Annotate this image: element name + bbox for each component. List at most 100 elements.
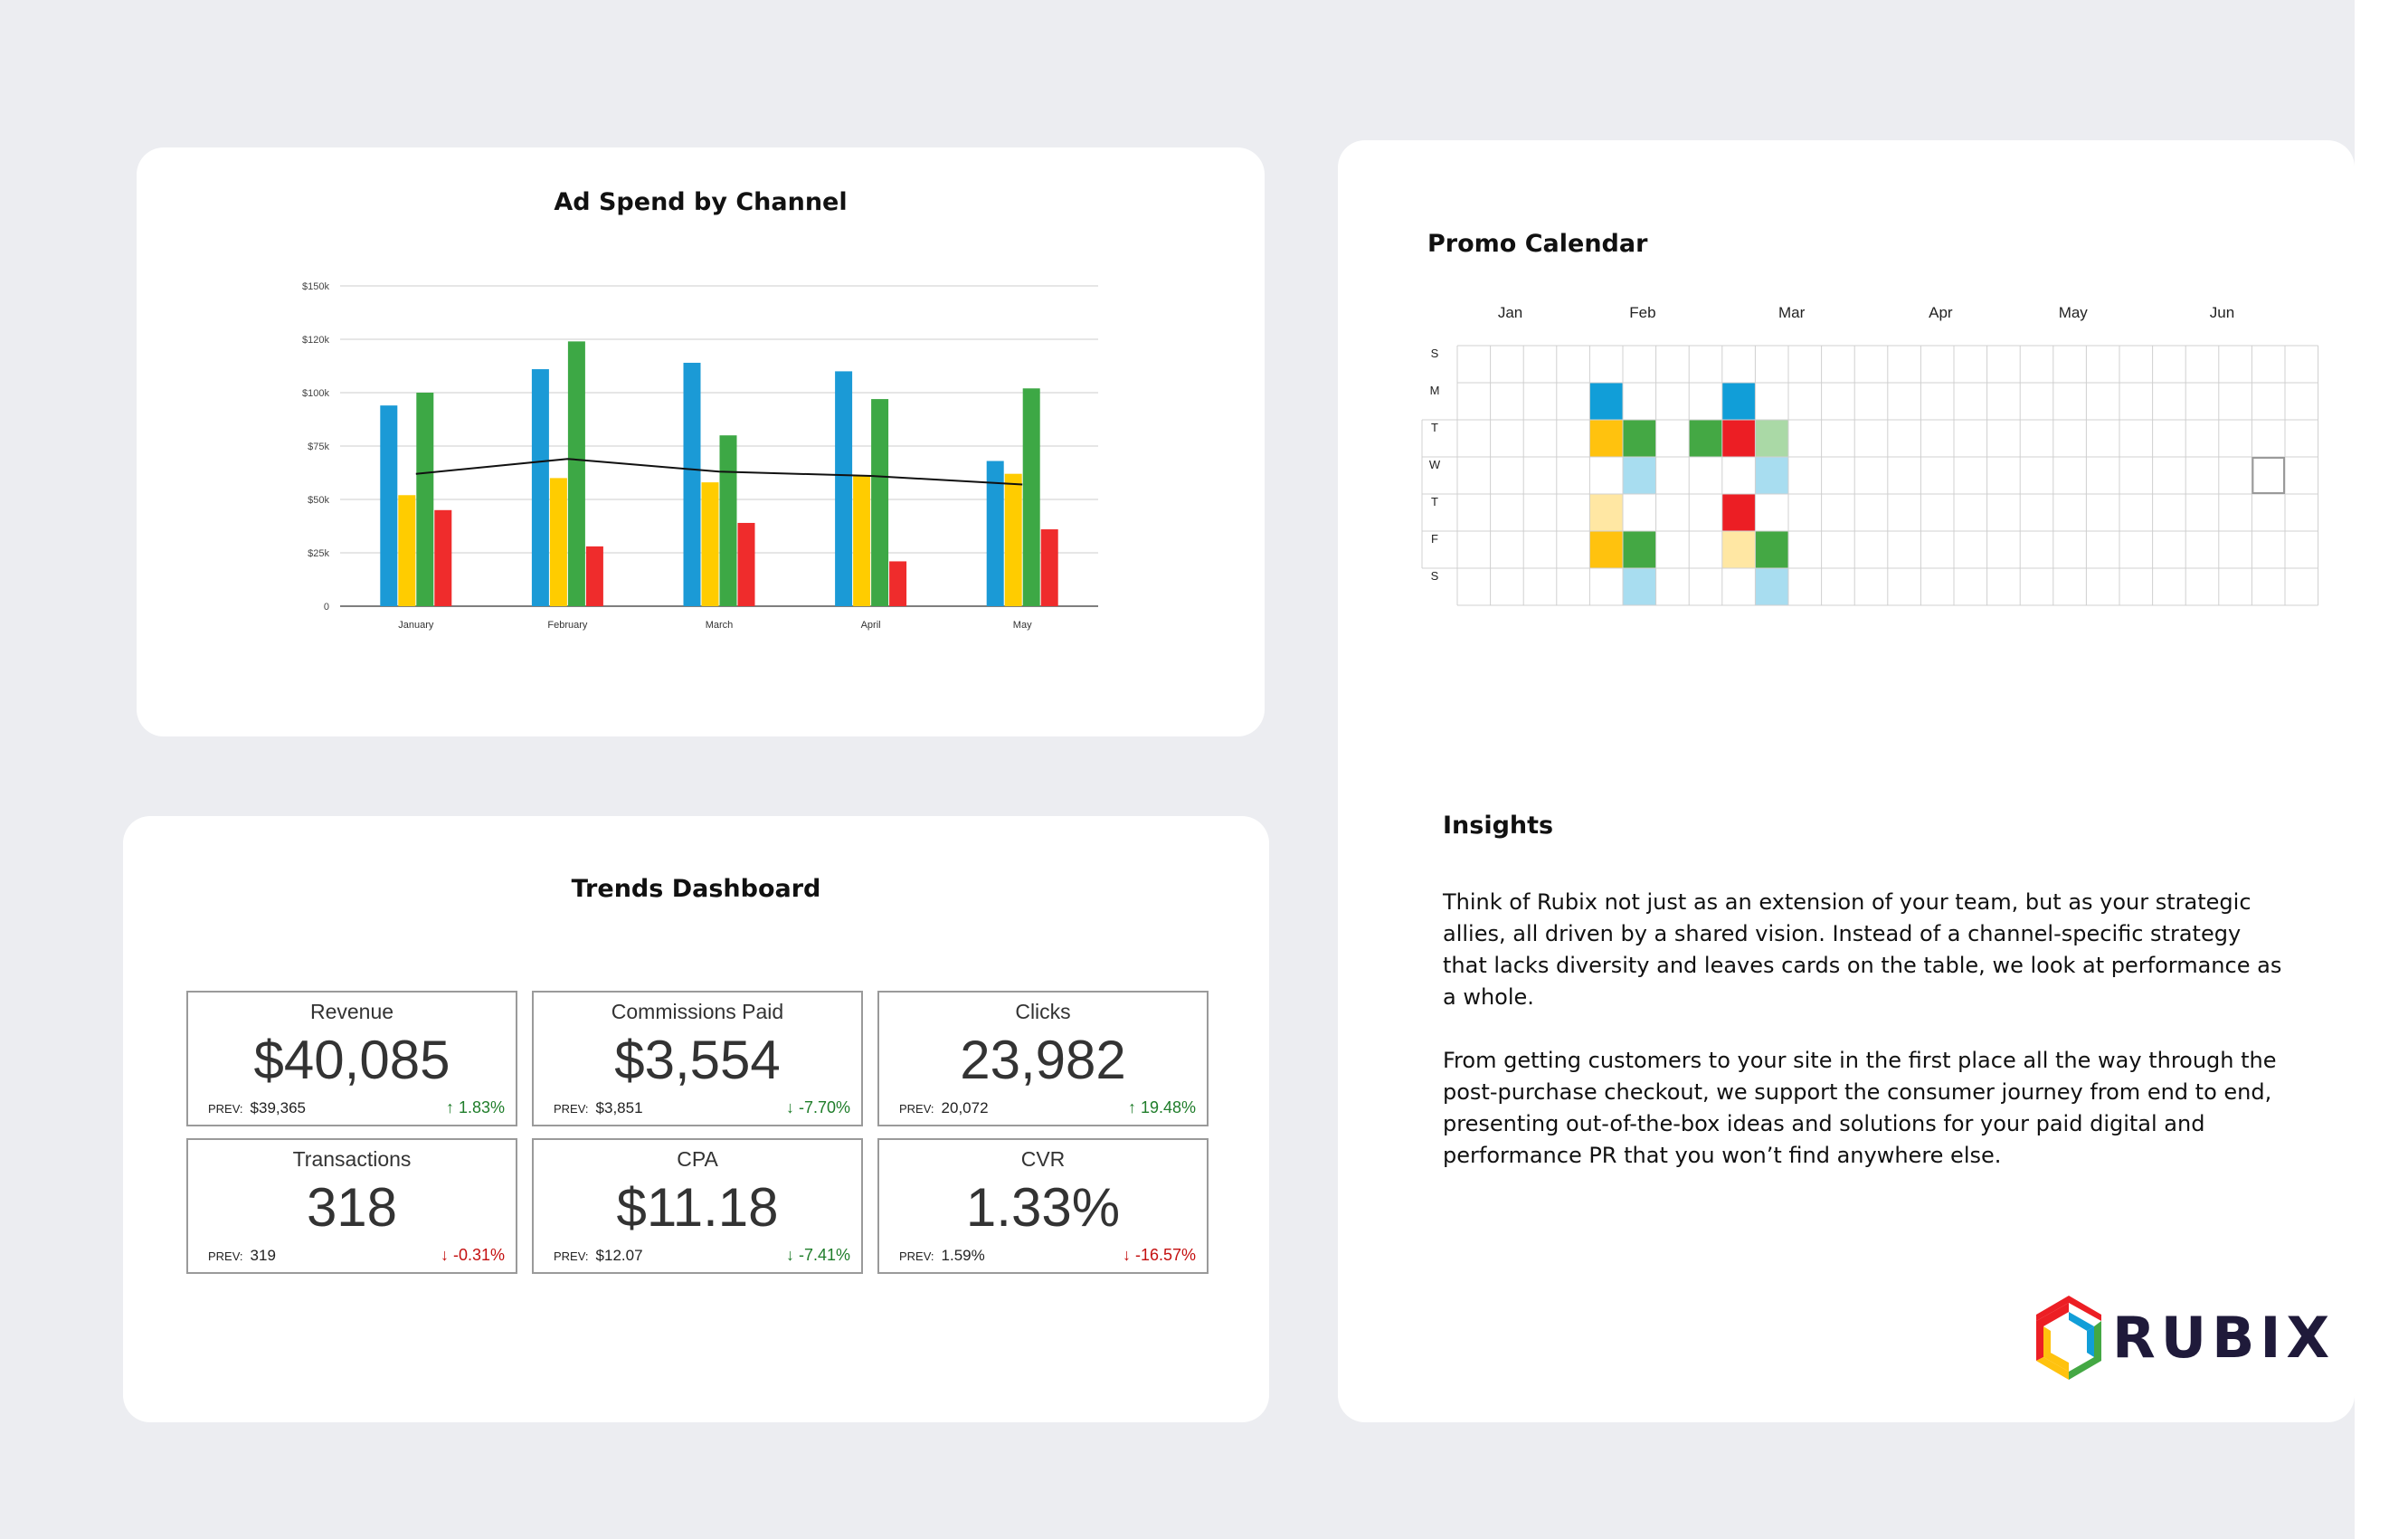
kpi-prev-value: 1.59% xyxy=(941,1247,985,1264)
kpi-tile-cpa: CPA $11.18 PREV: $12.07 ↓ -7.41% xyxy=(532,1138,863,1274)
chart-bar xyxy=(1022,388,1040,606)
kpi-change: ↓ -0.31% xyxy=(440,1246,505,1264)
month-label: Mar xyxy=(1778,304,1806,321)
promo-cell xyxy=(1755,457,1788,494)
weekday-label: F xyxy=(1431,532,1438,546)
kpi-prev-value: $3,851 xyxy=(595,1099,643,1116)
promo-cell xyxy=(1623,568,1656,605)
logo-face-green xyxy=(2069,1321,2101,1380)
kpi-change: ↑ 19.48% xyxy=(1127,1098,1196,1116)
promo-cell xyxy=(1589,383,1623,420)
month-label: May xyxy=(2059,304,2089,321)
chart-bar xyxy=(567,341,585,606)
promo-cell xyxy=(1721,531,1756,568)
kpi-prev-tag: PREV: xyxy=(554,1102,589,1116)
promo-cell xyxy=(1755,420,1788,457)
month-label: Feb xyxy=(1629,304,1655,321)
chart-bar xyxy=(380,405,398,606)
kpi-prev-tag: PREV: xyxy=(899,1249,934,1263)
kpi-prev-value: 20,072 xyxy=(941,1099,989,1116)
promo-cell xyxy=(1623,457,1656,494)
x-tick-label: May xyxy=(1013,620,1032,631)
chart-bar xyxy=(416,393,434,606)
trends-title: Trends Dashboard xyxy=(571,875,821,903)
chart-bar xyxy=(889,561,907,606)
promo-insights-card: Promo Calendar Jan Feb Mar Apr May Jun S M T W T F S… xyxy=(1338,140,2355,1422)
chart-bar xyxy=(585,546,603,606)
month-label: Jun xyxy=(2210,304,2234,321)
kpi-value: $40,085 xyxy=(253,1030,450,1090)
kpi-change: ↓ -16.57% xyxy=(1122,1246,1196,1264)
promo-calendar-title: Promo Calendar xyxy=(1427,230,1648,258)
kpi-value: 1.33% xyxy=(965,1177,1121,1238)
selected-calendar-cell xyxy=(2252,457,2286,494)
kpi-previous: PREV: $12.07 xyxy=(554,1247,643,1265)
kpi-label: CVR xyxy=(1020,1147,1066,1171)
promo-cell xyxy=(1721,494,1756,531)
kpi-label: Transactions xyxy=(292,1147,412,1171)
ad-spend-chart: 0 $25k $50k $75k $100k $120k $150k January Febru… xyxy=(302,281,1098,631)
weekday-label: S xyxy=(1431,569,1439,583)
chart-bar xyxy=(835,371,853,606)
chart-bar xyxy=(871,399,889,606)
kpi-previous: PREV: $3,851 xyxy=(554,1099,643,1117)
insights-title: Insights xyxy=(1443,812,1554,840)
promo-cell xyxy=(1589,494,1623,531)
x-tick-label: April xyxy=(861,620,881,631)
kpi-tile-transactions: Transactions 318 PREV: 319 ↓ -0.31% xyxy=(186,1138,517,1274)
y-tick-label: $50k xyxy=(308,495,329,506)
insights-paragraph: Think of Rubix not just as an extension … xyxy=(1443,889,2282,1010)
kpi-prev-tag: PREV: xyxy=(208,1102,243,1116)
weekday-label: T xyxy=(1431,495,1438,508)
kpi-previous: PREV: 1.59% xyxy=(899,1247,985,1265)
logo-face-yellow xyxy=(2036,1357,2069,1380)
kpi-prev-value: $39,365 xyxy=(250,1099,306,1116)
kpi-change: ↓ -7.41% xyxy=(785,1246,850,1264)
kpi-prev-value: 319 xyxy=(250,1247,276,1264)
weekday-label: S xyxy=(1431,347,1439,360)
logo-center xyxy=(2051,1320,2087,1363)
chart-bar xyxy=(986,461,1004,606)
kpi-value: 318 xyxy=(306,1177,398,1238)
kpi-label: Commissions Paid xyxy=(611,1000,784,1023)
promo-cell xyxy=(1721,383,1756,420)
promo-cell xyxy=(1589,420,1623,457)
insights-body: Think of Rubix not just as an extension … xyxy=(1443,887,2284,1203)
month-label: Jan xyxy=(1498,304,1522,321)
y-tick-label: 0 xyxy=(324,602,329,613)
promo-cell xyxy=(1589,531,1623,568)
promo-cell xyxy=(1623,420,1656,457)
y-tick-label: $25k xyxy=(308,548,329,559)
kpi-previous: PREV: 319 xyxy=(208,1247,276,1265)
chart-bar xyxy=(434,509,452,606)
chart-bar xyxy=(701,482,719,606)
promo-cell xyxy=(1689,420,1722,457)
chart-bar xyxy=(1004,473,1022,606)
chart-bar xyxy=(531,369,549,606)
y-tick-label: $150k xyxy=(302,281,329,292)
logo-face-red-left xyxy=(2036,1303,2069,1361)
y-tick-label: $75k xyxy=(308,442,329,452)
x-tick-label: March xyxy=(706,620,734,631)
kpi-label: Clicks xyxy=(1015,1000,1071,1023)
x-tick-label: January xyxy=(398,620,434,631)
kpi-value: $11.18 xyxy=(616,1177,779,1238)
insights-paragraph: From getting customers to your site in t… xyxy=(1443,1048,2277,1168)
promo-cell xyxy=(1623,531,1656,568)
weekday-label: W xyxy=(1429,458,1441,471)
y-tick-label: $120k xyxy=(302,335,329,346)
chart-bar xyxy=(398,495,416,606)
logo-face-blue xyxy=(2069,1312,2094,1331)
chart-title: Ad Spend by Channel xyxy=(554,188,848,216)
x-tick-label: February xyxy=(547,620,588,631)
kpi-tile-clicks: Clicks 23,982 PREV: 20,072 ↑ 19.48% xyxy=(877,991,1209,1126)
weekday-label: T xyxy=(1431,421,1438,434)
trend-line xyxy=(415,458,1023,486)
chart-bar xyxy=(549,478,567,606)
ad-spend-card: Ad Spend by Channel 0 $25k $50k $75k $100k $1… xyxy=(137,147,1265,736)
kpi-label: Revenue xyxy=(309,1000,394,1023)
kpi-value: 23,982 xyxy=(960,1030,1126,1090)
kpi-previous: PREV: $39,365 xyxy=(208,1099,306,1117)
chart-bar xyxy=(1040,529,1058,606)
month-label: Apr xyxy=(1929,304,1953,321)
